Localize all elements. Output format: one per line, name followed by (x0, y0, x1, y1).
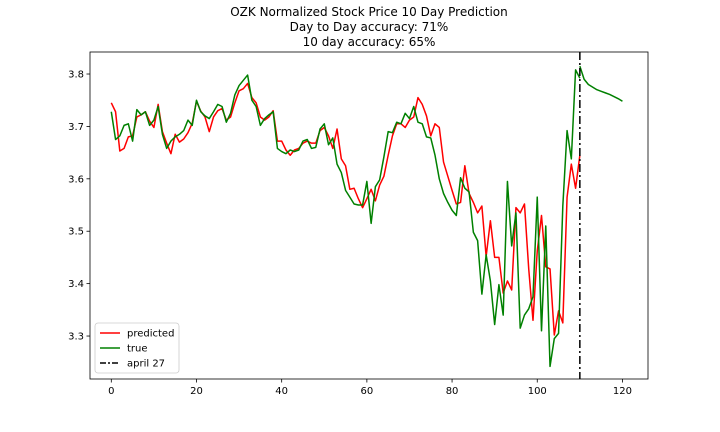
series-layer (110, 52, 623, 379)
legend-box (94, 322, 180, 374)
y-tick-label: 3.3 (68, 332, 84, 343)
legend-label: april 27 (127, 359, 165, 370)
plot-frame (89, 51, 649, 380)
x-tick-label: 0 (108, 386, 114, 397)
chart-title-line-1: OZK Normalized Stock Price 10 Day Predic… (230, 5, 508, 19)
series-line-true (110, 69, 581, 368)
legend-label: true (127, 344, 148, 355)
x-tick-label: 80 (446, 386, 459, 397)
x-tick-label: 20 (190, 386, 203, 397)
y-tick-label: 3.7 (68, 122, 84, 133)
chart-title-line-3: 10 day accuracy: 65% (303, 35, 436, 49)
x-tick-label: 40 (275, 386, 288, 397)
x-tick-label: 60 (361, 386, 374, 397)
axis-ticks: 0 20 40 60 80 100 120 3.3 3.4 3.5 3.6 3.7 3.8 (68, 70, 632, 397)
chart-title: OZK Normalized Stock Price 10 Day Predic… (230, 5, 508, 49)
legend: predicted true april 27 (94, 322, 180, 374)
series-line-forecast (579, 65, 623, 102)
y-tick-label: 3.6 (68, 174, 84, 185)
legend-label: predicted (127, 329, 174, 340)
chart-title-line-2: Day to Day accuracy: 71% (290, 20, 449, 34)
y-tick-label: 3.5 (68, 227, 84, 238)
series-line-predicted (110, 82, 581, 336)
y-tick-label: 3.8 (68, 70, 84, 81)
y-tick-label: 3.4 (68, 279, 84, 290)
x-tick-label: 100 (528, 386, 547, 397)
x-tick-label: 120 (613, 386, 632, 397)
